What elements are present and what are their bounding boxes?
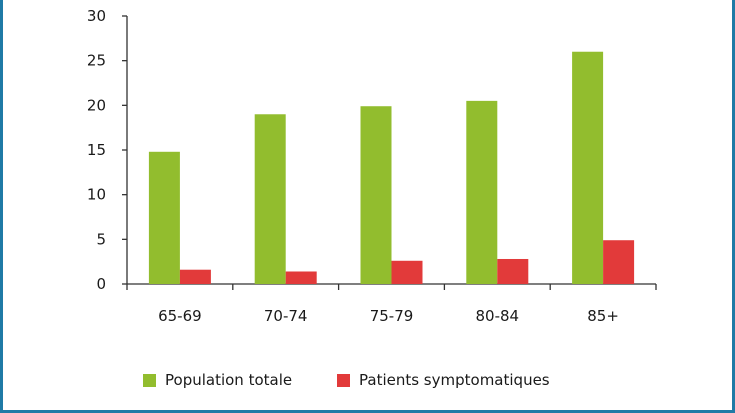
- x-tick-label: 75-79: [370, 307, 414, 325]
- legend-item-population-totale: Population totale: [143, 368, 292, 392]
- bar-population-totale: [466, 100, 498, 284]
- x-tick-label: 80-84: [476, 307, 520, 325]
- bar-chart: 0 5 10 15 20 25 30 65-69 70-74 75-79 80-84 85+: [87, 7, 657, 325]
- y-tick-label: 25: [87, 52, 106, 70]
- y-tick-label: 10: [87, 186, 106, 204]
- y-tick-label: 15: [87, 141, 106, 159]
- bar-patients-symptomatiques: [179, 269, 211, 284]
- bar-population-totale: [148, 151, 180, 284]
- legend-swatch-patients-symptomatiques: [337, 373, 350, 387]
- legend: Population totale Patients symptomatique…: [3, 368, 735, 392]
- bar-population-totale: [572, 51, 604, 284]
- bar-patients-symptomatiques: [285, 271, 317, 284]
- legend-swatch-population-totale: [143, 373, 156, 387]
- legend-label-patients-symptomatiques: Patients symptomatiques: [359, 371, 550, 389]
- legend-label-population-totale: Population totale: [165, 371, 293, 389]
- x-tick-label: 85+: [587, 307, 619, 325]
- bar-population-totale: [360, 106, 392, 284]
- legend-item-patients-symptomatiques: Patients symptomatiques: [337, 368, 550, 392]
- bar-patients-symptomatiques: [603, 240, 635, 284]
- y-tick-label: 20: [87, 96, 106, 114]
- y-tick-label: 30: [87, 7, 106, 25]
- bar-patients-symptomatiques: [497, 258, 529, 284]
- bar-population-totale: [254, 114, 286, 285]
- x-tick-label: 70-74: [264, 307, 308, 325]
- x-tick-label: 65-69: [158, 307, 202, 325]
- y-tick-label: 0: [96, 275, 106, 293]
- bar-patients-symptomatiques: [391, 260, 423, 284]
- y-tick-label: 5: [96, 230, 106, 248]
